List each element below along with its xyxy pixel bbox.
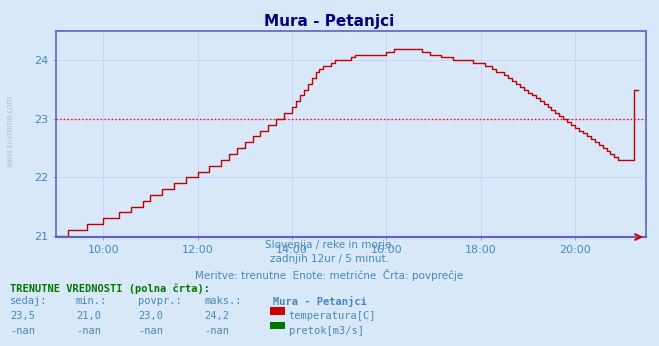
Text: 23,0: 23,0 xyxy=(138,311,163,321)
Text: TRENUTNE VREDNOSTI (polna črta):: TRENUTNE VREDNOSTI (polna črta): xyxy=(10,283,210,293)
Text: 24,2: 24,2 xyxy=(204,311,229,321)
Text: -nan: -nan xyxy=(76,326,101,336)
Text: Slovenija / reke in morje.: Slovenija / reke in morje. xyxy=(264,240,395,251)
Text: maks.:: maks.: xyxy=(204,296,242,306)
Text: pretok[m3/s]: pretok[m3/s] xyxy=(289,326,364,336)
Text: -nan: -nan xyxy=(204,326,229,336)
Text: 23,5: 23,5 xyxy=(10,311,35,321)
Text: Mura - Petanjci: Mura - Petanjci xyxy=(273,296,367,307)
Text: min.:: min.: xyxy=(76,296,107,306)
Text: sedaj:: sedaj: xyxy=(10,296,47,306)
Text: zadnjih 12ur / 5 minut.: zadnjih 12ur / 5 minut. xyxy=(270,254,389,264)
Text: -nan: -nan xyxy=(10,326,35,336)
Text: www.si-vreme.com: www.si-vreme.com xyxy=(5,95,14,167)
Text: temperatura[C]: temperatura[C] xyxy=(289,311,376,321)
Text: Meritve: trenutne  Enote: metrične  Črta: povprečje: Meritve: trenutne Enote: metrične Črta: … xyxy=(195,269,464,281)
Text: 21,0: 21,0 xyxy=(76,311,101,321)
Text: Mura - Petanjci: Mura - Petanjci xyxy=(264,14,395,29)
Text: -nan: -nan xyxy=(138,326,163,336)
Text: povpr.:: povpr.: xyxy=(138,296,182,306)
